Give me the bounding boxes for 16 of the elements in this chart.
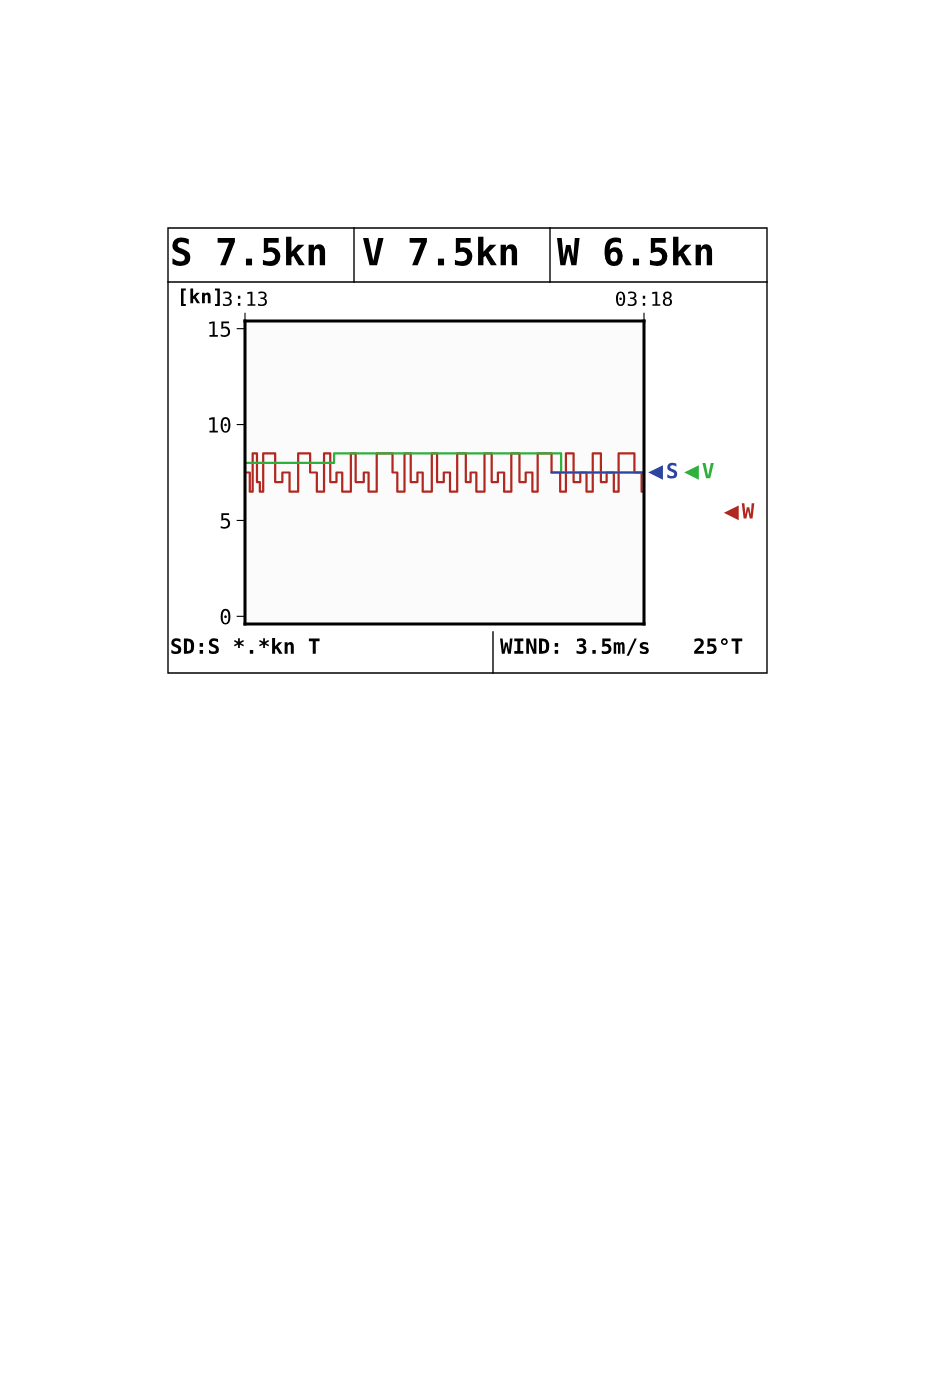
- text: SD:S *.*kn T: [171, 637, 320, 655]
- x-tick-label: 03:18: [616, 291, 673, 307]
- y-axis-title: [kn]: [181, 288, 220, 306]
- text: 25°T: [694, 638, 743, 655]
- text: V 7.5kn: [363, 236, 518, 266]
- text: W 6.5kn: [557, 236, 713, 266]
- y-tick-label: 15: [209, 321, 231, 337]
- text: WIND: 3.5m/s: [500, 638, 649, 656]
- legend-label: W: [741, 503, 755, 519]
- x-tick-label: 3:13: [222, 291, 267, 307]
- legend-label: S: [667, 462, 678, 479]
- legend-label: V: [702, 463, 714, 479]
- y-tick-label: 0: [220, 608, 231, 625]
- text: S 7.5kn: [172, 236, 326, 266]
- y-tick-label: 10: [209, 417, 231, 433]
- y-tick-label: 5: [220, 513, 231, 529]
